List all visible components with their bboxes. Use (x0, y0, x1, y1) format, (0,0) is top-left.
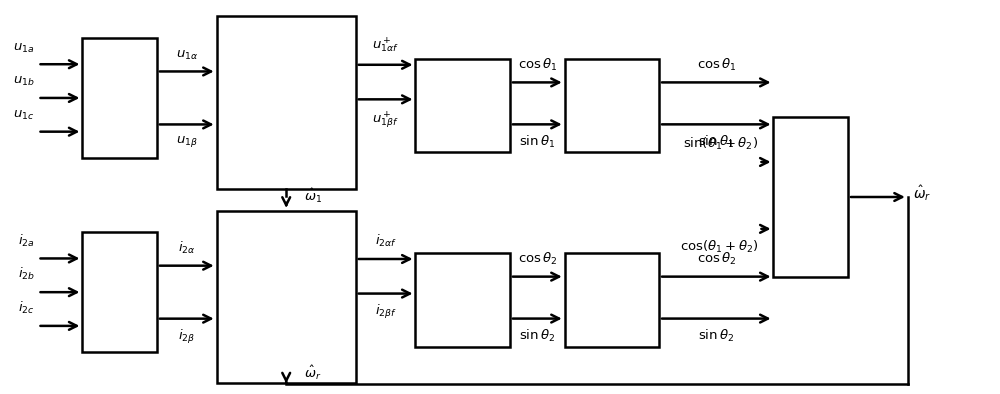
Text: $i_{2\alpha}$: $i_{2\alpha}$ (178, 240, 196, 256)
FancyBboxPatch shape (217, 211, 356, 383)
Text: $u_{1\beta}$: $u_{1\beta}$ (176, 134, 198, 149)
Text: $u_{1\alpha}$: $u_{1\alpha}$ (176, 48, 198, 62)
Text: $\hat{\omega}_r$: $\hat{\omega}_r$ (304, 363, 322, 382)
FancyBboxPatch shape (82, 38, 157, 158)
Text: $\cos\theta_1$: $\cos\theta_1$ (697, 57, 736, 73)
Text: $\sin\theta_2$: $\sin\theta_2$ (519, 328, 555, 344)
FancyBboxPatch shape (217, 17, 356, 189)
Text: $\sin\theta_1$: $\sin\theta_1$ (698, 134, 734, 150)
FancyBboxPatch shape (415, 253, 510, 347)
Text: $u^+_{1\beta f}$: $u^+_{1\beta f}$ (372, 109, 399, 130)
FancyBboxPatch shape (82, 232, 157, 352)
Text: $\hat{\omega}_1$: $\hat{\omega}_1$ (304, 187, 322, 205)
Text: $\sin(\theta_1+\theta_2)$: $\sin(\theta_1+\theta_2)$ (683, 136, 759, 152)
Text: $\hat{\omega}_r$: $\hat{\omega}_r$ (913, 183, 931, 203)
Text: $u_{1a}$: $u_{1a}$ (13, 41, 35, 54)
Text: $i_{2c}$: $i_{2c}$ (18, 300, 35, 316)
Text: $\cos\theta_1$: $\cos\theta_1$ (518, 57, 557, 73)
Text: $i_{2\beta f}$: $i_{2\beta f}$ (375, 303, 397, 321)
Text: $\sin\theta_2$: $\sin\theta_2$ (698, 328, 734, 344)
Text: $i_{2b}$: $i_{2b}$ (18, 266, 35, 282)
Text: $\sin\theta_1$: $\sin\theta_1$ (519, 134, 555, 150)
FancyBboxPatch shape (565, 253, 659, 347)
Text: $u^+_{1\alpha f}$: $u^+_{1\alpha f}$ (372, 36, 399, 55)
Text: $i_{2a}$: $i_{2a}$ (18, 232, 35, 249)
Text: $u_{1c}$: $u_{1c}$ (13, 109, 35, 122)
Text: $i_{2\alpha f}$: $i_{2\alpha f}$ (375, 233, 397, 249)
Text: $\cos\theta_2$: $\cos\theta_2$ (518, 251, 557, 267)
Text: $u_{1b}$: $u_{1b}$ (13, 75, 35, 88)
FancyBboxPatch shape (773, 117, 848, 277)
Text: $\cos\theta_2$: $\cos\theta_2$ (697, 251, 736, 267)
FancyBboxPatch shape (415, 59, 510, 152)
Text: $i_{2\beta}$: $i_{2\beta}$ (178, 328, 195, 346)
Text: $\cos(\theta_1+\theta_2)$: $\cos(\theta_1+\theta_2)$ (680, 238, 759, 255)
FancyBboxPatch shape (565, 59, 659, 152)
